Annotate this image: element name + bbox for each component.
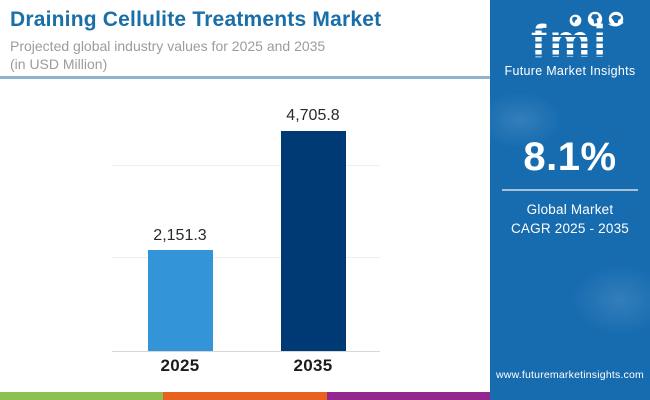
chart-subtitle: Projected global industry values for 202…	[10, 37, 482, 73]
cagr-label-line-2: CAGR 2025 - 2035	[510, 221, 630, 236]
bar-value-label-2035: 4,705.8	[286, 107, 340, 124]
chart-title: Draining Cellulite Treatments Market	[10, 8, 382, 31]
website-url: www.futuremarketinsights.com	[496, 369, 644, 381]
fmi-logo: fmi Future Market Insights	[490, 8, 650, 78]
logo-globes	[490, 8, 650, 27]
bar-value-label-2025: 2,151.3	[153, 227, 207, 244]
globe-africa-icon	[587, 11, 603, 27]
bar-2035	[281, 131, 346, 351]
cagr-value: 8.1%	[523, 135, 617, 179]
footer-color-stripe	[0, 392, 490, 400]
stripe-purple	[326, 392, 490, 400]
x-axis-baseline	[112, 351, 380, 352]
subtitle-line-2: (in USD Million)	[10, 56, 108, 72]
logo-caption: Future Market Insights	[504, 64, 636, 78]
cagr-label-line-1: Global Market	[526, 202, 614, 217]
fmi-wordmark: fmi	[531, 18, 609, 64]
cagr-stat-block: 8.1% Global Market CAGR 2025 - 2035	[490, 135, 650, 238]
header: Draining Cellulite Treatments Market Pro…	[10, 8, 482, 73]
bar-2025	[148, 250, 213, 351]
stripe-orange	[163, 392, 327, 400]
gridline-4000	[112, 165, 380, 166]
gridline-2000	[112, 257, 380, 258]
x-axis-label-2025: 2025	[160, 356, 200, 375]
brand-sidebar: fmi Future Market Insights 8.1% Global M…	[490, 0, 650, 400]
globe-asia-icon	[608, 11, 624, 27]
cagr-label: Global Market CAGR 2025 - 2035	[490, 200, 650, 238]
x-axis-label-2035: 2035	[293, 356, 333, 375]
cagr-divider	[502, 189, 638, 191]
header-divider	[0, 76, 490, 79]
fmi-logo-stripes	[531, 24, 609, 60]
stripe-green	[0, 392, 164, 400]
globe-americas-icon	[569, 14, 582, 27]
subtitle-line-1: Projected global industry values for 202…	[10, 38, 326, 54]
